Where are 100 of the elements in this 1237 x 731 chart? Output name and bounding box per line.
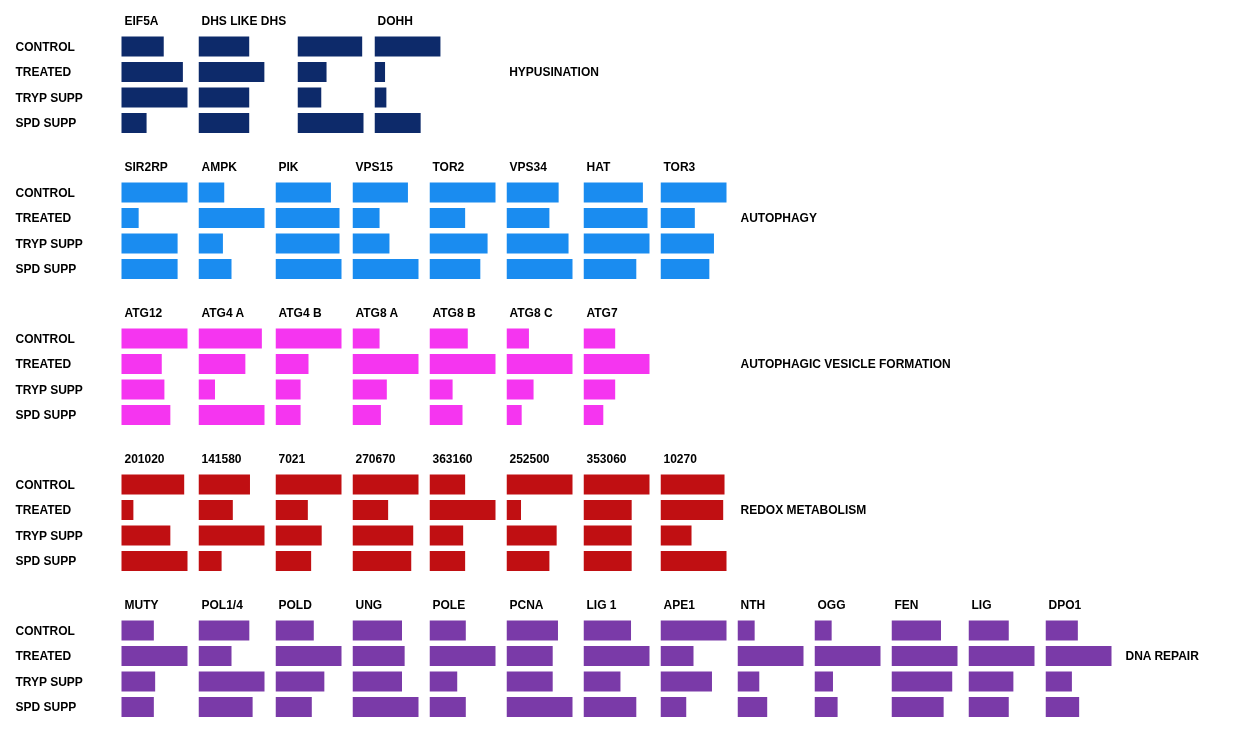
bar [429,405,463,425]
bar [429,328,468,349]
bar [1045,697,1080,717]
bar [198,259,232,279]
bar [275,646,342,666]
bar [121,328,188,349]
y-tick-label: CONTROL [15,477,75,492]
bar [660,259,710,279]
bar [352,328,380,349]
bar [121,354,162,374]
y-tick-label: TRYP SUPP [15,382,83,397]
y-tick-label: SPD SUPP [15,408,77,422]
bar [198,474,250,495]
bar [660,697,687,717]
bar [429,233,488,254]
bar [429,208,466,228]
chart-title: ATG12 [124,305,163,320]
chart-title: PCNA [509,597,544,612]
bar [583,259,637,279]
chart-title: 10270 [663,452,698,466]
chart-title: ATG8 B [432,305,476,320]
bar [121,379,165,400]
text: AUTOPHAGY [740,211,817,225]
y-tick-label: TREATED [15,503,72,517]
bar [506,259,573,279]
bar [737,671,760,692]
bar [198,233,223,254]
bar [352,182,408,203]
bar [814,671,833,692]
bar [1045,646,1112,666]
bar [352,405,381,425]
bar [506,405,522,425]
bar [506,182,559,203]
chart-title: UNG [355,597,383,612]
bar [429,182,496,203]
bar [506,500,522,520]
chart-title: ATG4 B [278,305,322,320]
bar [660,620,727,641]
chart-title: ATG8 A [355,305,399,320]
chart-title: PIK [278,159,299,174]
bar [506,551,550,571]
y-tick-label: SPD SUPP [15,554,77,568]
bar [660,208,695,228]
bar [506,525,557,546]
chart-title: LIG [971,597,992,612]
bar [737,697,768,717]
bar [891,646,958,666]
bar [121,113,147,133]
bar [506,379,534,400]
chart-title: VPS34 [509,159,548,174]
chart-title: 270670 [355,452,396,466]
y-tick-label: TRYP SUPP [15,674,83,689]
bar [814,697,838,717]
bar [583,208,648,228]
bar [506,354,573,374]
chart-title: ATG8 C [509,305,553,320]
bar [374,36,441,57]
chart-title: MUTY [124,597,159,612]
bar [814,620,832,641]
bar [429,259,481,279]
y-tick-label: SPD SUPP [15,262,77,276]
chart-title: POLD [278,597,313,612]
chart-title: LIG 1 [586,597,617,612]
bar [121,62,183,82]
bar [583,233,650,254]
bar [506,208,550,228]
chart-title: POLE [432,597,466,612]
chart-title: EIF5A [124,13,159,28]
bar [1045,620,1078,641]
chart-title: NTH [740,597,766,612]
y-tick-label: TREATED [15,357,72,371]
bar [891,671,953,692]
bar [374,87,387,108]
chart-title: TOR2 [432,159,465,174]
bar [121,36,164,57]
bar [429,354,496,374]
chart-title: HAT [586,159,611,174]
bar [352,233,390,254]
chart-title: 363160 [432,452,473,466]
bar [297,36,363,57]
bar [352,474,419,495]
bar [198,525,265,546]
y-tick-label: CONTROL [15,331,75,346]
chart-title: OGG [817,597,846,612]
y-tick-label: CONTROL [15,623,75,638]
bar [352,379,387,400]
chart-title: 141580 [201,452,242,466]
bar [198,620,250,641]
bar [891,620,941,641]
bar [198,182,225,203]
bar [121,525,171,546]
bar [506,474,573,495]
bar [374,62,386,82]
bar [275,500,308,520]
bar [660,671,712,692]
chart-title: VPS15 [355,159,394,174]
bar [583,620,632,641]
bar [814,646,881,666]
bar [198,671,265,692]
bar [660,500,724,520]
